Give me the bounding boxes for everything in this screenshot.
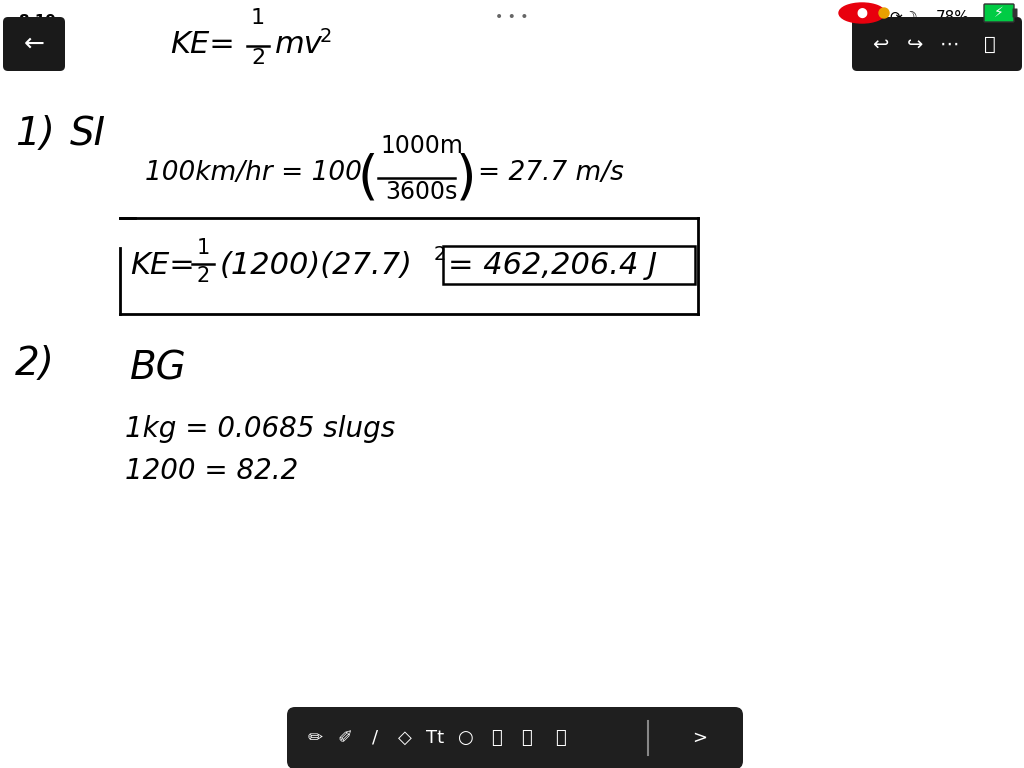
Text: 1: 1 <box>197 238 210 258</box>
Text: ☽: ☽ <box>903 10 916 25</box>
Text: mv: mv <box>275 30 323 59</box>
FancyBboxPatch shape <box>984 4 1014 22</box>
Text: ↩: ↩ <box>871 35 888 54</box>
Text: KE=: KE= <box>170 30 234 59</box>
Text: = 27.7 m/s: = 27.7 m/s <box>478 160 624 186</box>
Text: ⟳: ⟳ <box>890 10 902 25</box>
Text: ⬜: ⬜ <box>492 729 503 747</box>
Text: ✏: ✏ <box>307 729 323 747</box>
Text: 2): 2) <box>15 345 55 383</box>
Circle shape <box>879 8 889 18</box>
Text: 100km/hr = 100: 100km/hr = 100 <box>145 160 361 186</box>
Text: 1200 = 82.2: 1200 = 82.2 <box>125 457 298 485</box>
FancyBboxPatch shape <box>443 246 695 284</box>
Text: ): ) <box>456 153 476 205</box>
Text: 1: 1 <box>251 8 265 28</box>
Text: ←: ← <box>24 32 44 56</box>
Text: Tt: Tt <box>426 729 444 747</box>
FancyBboxPatch shape <box>287 707 743 768</box>
Text: • • •: • • • <box>496 10 528 24</box>
Text: ↪: ↪ <box>907 35 924 54</box>
Text: KE=: KE= <box>130 251 195 280</box>
Text: = 462,206.4 J: = 462,206.4 J <box>449 251 657 280</box>
FancyBboxPatch shape <box>3 17 65 71</box>
Text: ⦚: ⦚ <box>521 729 532 747</box>
FancyBboxPatch shape <box>1013 8 1018 18</box>
Text: ⬤: ⬤ <box>856 8 867 18</box>
Text: ⋯: ⋯ <box>940 35 959 54</box>
Text: 8:19: 8:19 <box>18 14 56 29</box>
Text: 2: 2 <box>319 27 333 46</box>
Text: SI: SI <box>70 115 106 153</box>
Text: ○: ○ <box>457 729 473 747</box>
Text: ⧉: ⧉ <box>984 35 996 54</box>
Text: ✋: ✋ <box>555 729 565 747</box>
FancyBboxPatch shape <box>852 17 1022 71</box>
Text: 1): 1) <box>15 115 55 153</box>
Text: /: / <box>372 729 378 747</box>
Text: 3600s: 3600s <box>385 180 458 204</box>
Text: >: > <box>692 729 708 747</box>
Text: ✐: ✐ <box>338 729 352 747</box>
Text: 78%: 78% <box>936 10 970 25</box>
Text: 2: 2 <box>197 266 210 286</box>
Text: 1000m: 1000m <box>380 134 463 158</box>
Ellipse shape <box>839 3 885 23</box>
Text: (1200)(27.7): (1200)(27.7) <box>220 251 413 280</box>
Text: BG: BG <box>130 350 186 388</box>
Text: 2: 2 <box>434 244 446 263</box>
Text: (: ( <box>357 153 378 205</box>
Text: 2: 2 <box>251 48 265 68</box>
Text: ⚡: ⚡ <box>994 6 1004 20</box>
Text: 1kg = 0.0685 slugs: 1kg = 0.0685 slugs <box>125 415 395 443</box>
Text: ◇: ◇ <box>398 729 412 747</box>
